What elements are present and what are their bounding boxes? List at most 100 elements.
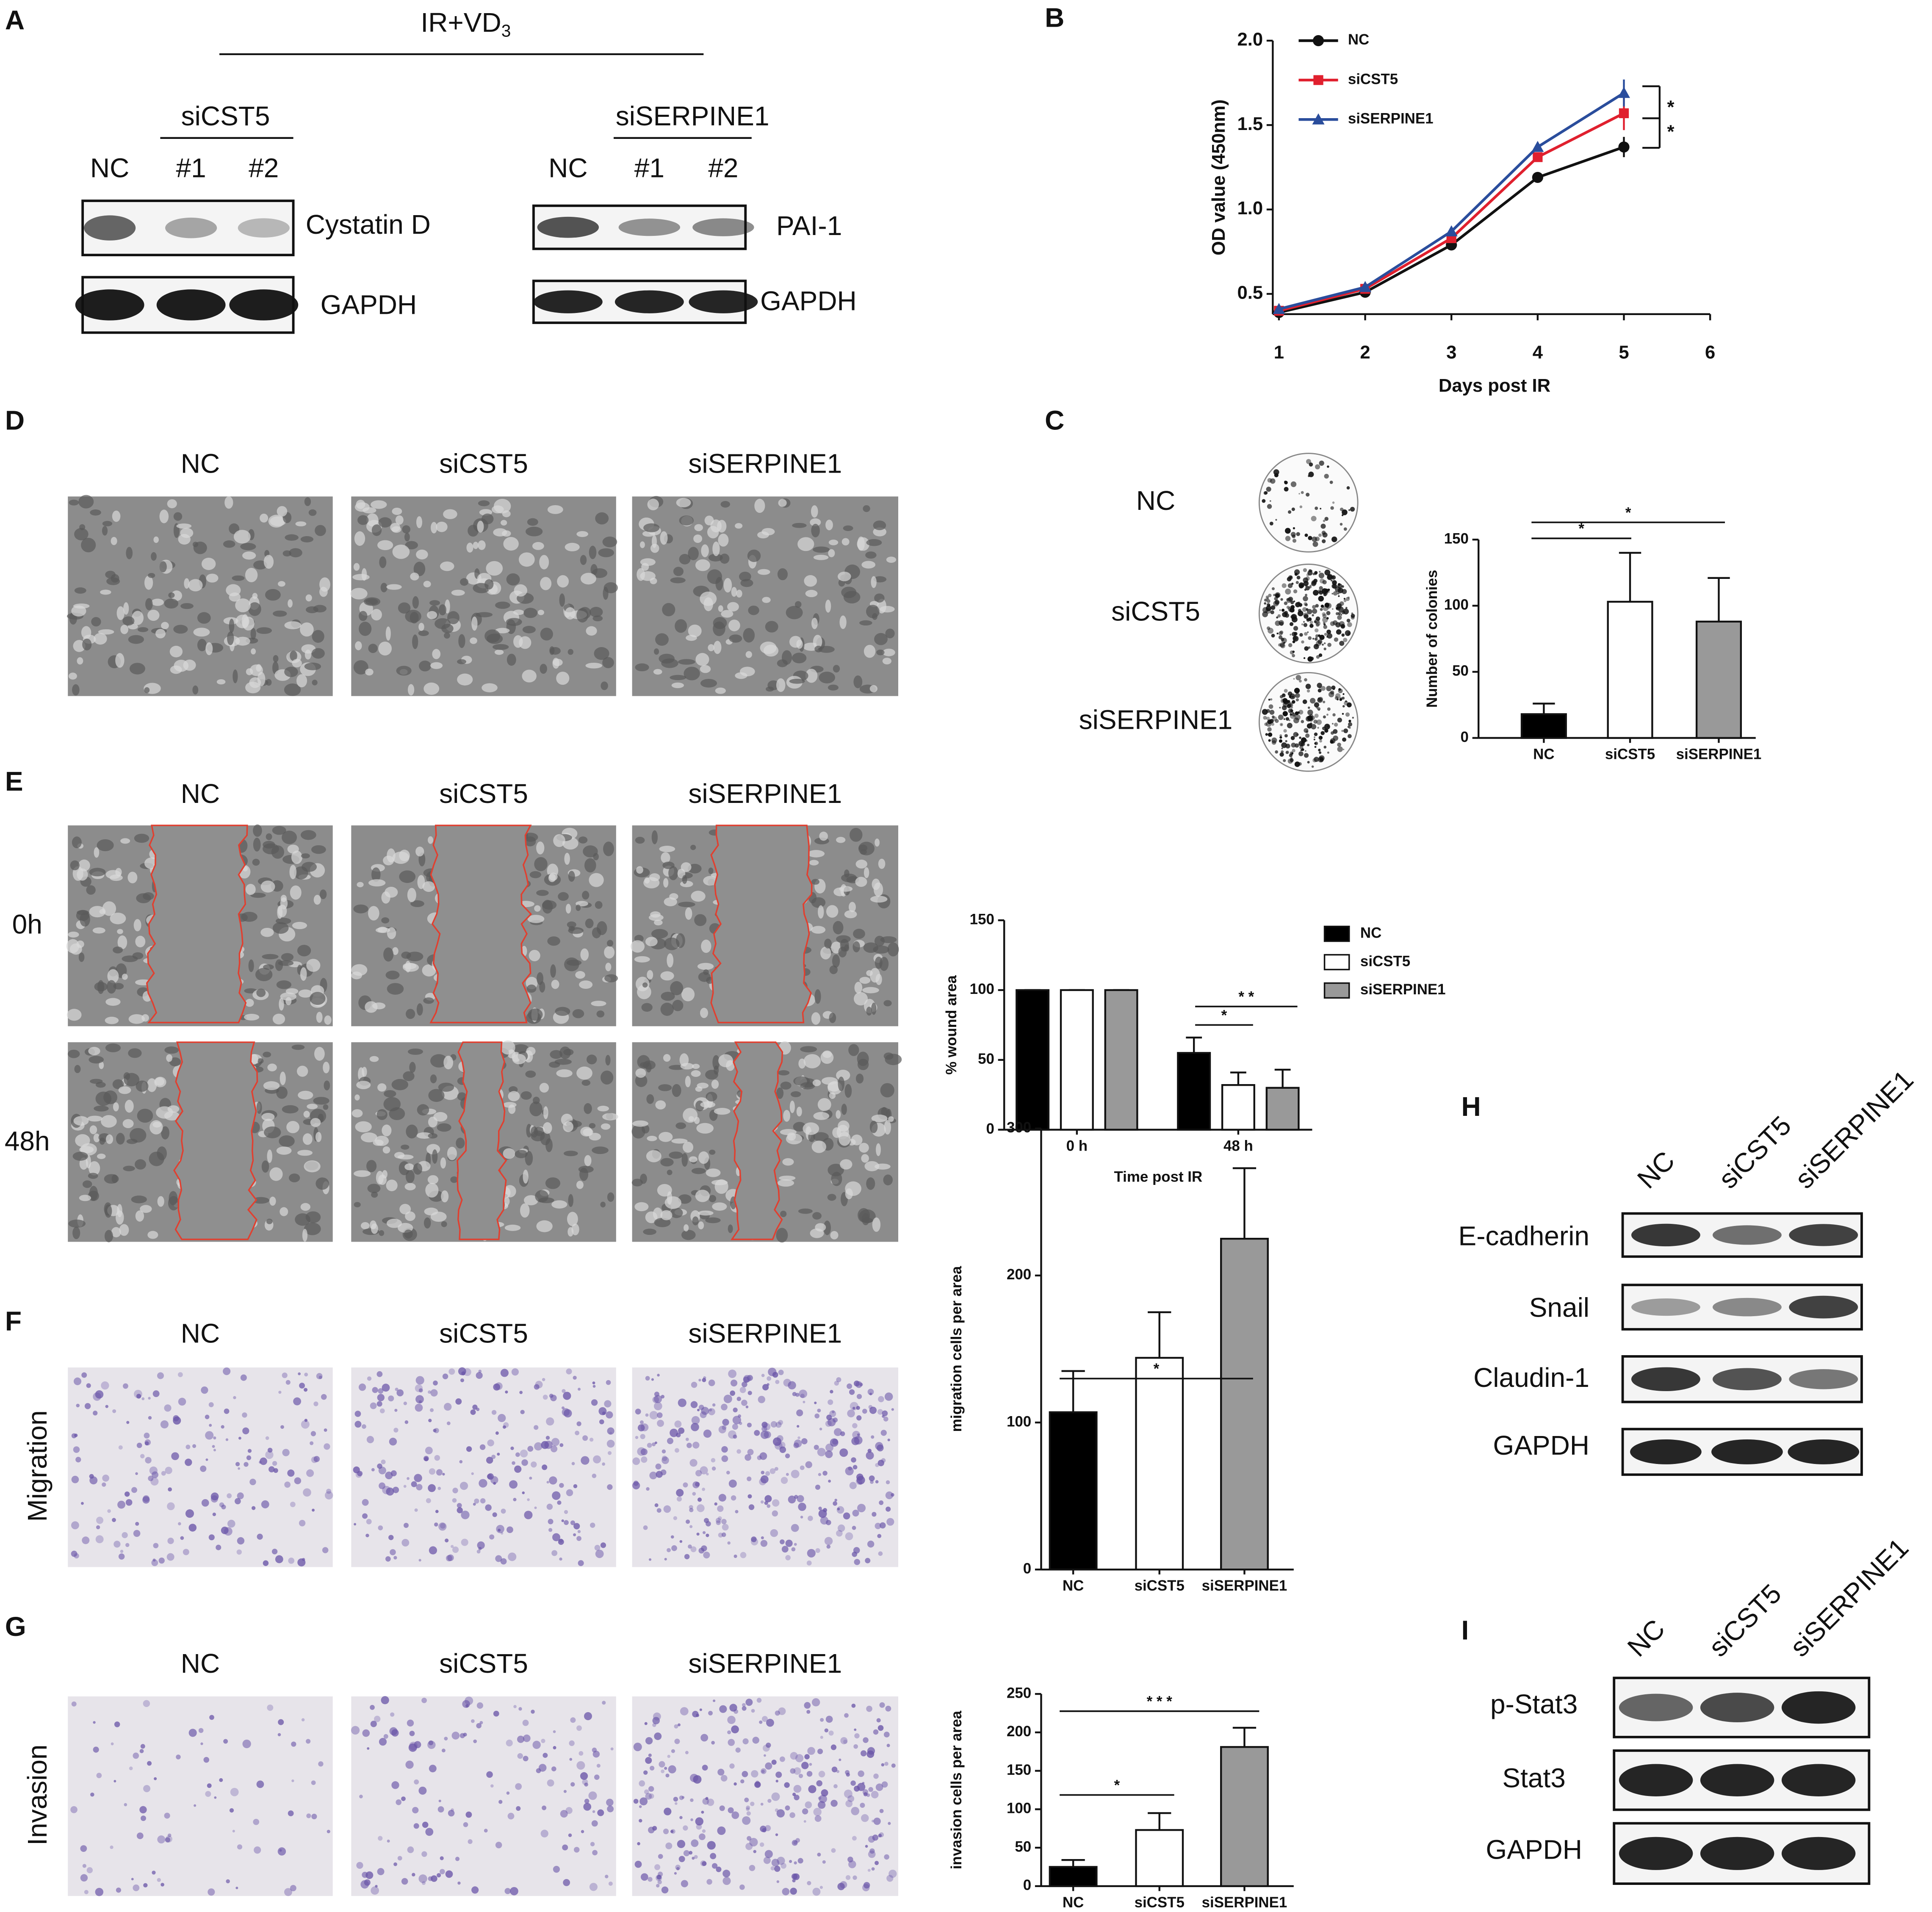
legend-swatch: [1323, 982, 1350, 999]
stained-cell: [794, 1794, 800, 1801]
cell: [800, 1046, 817, 1053]
cell: [273, 610, 287, 617]
cell: [116, 606, 125, 620]
cell: [74, 587, 86, 594]
stained-cell: [788, 1495, 796, 1504]
cell: [389, 1107, 405, 1121]
stained-cell: [355, 1471, 362, 1478]
stained-cell: [891, 1763, 896, 1768]
stained-cell: [362, 1513, 368, 1519]
cell: [380, 583, 388, 592]
colony: [1340, 614, 1342, 616]
cell: [503, 1148, 515, 1159]
stained-cell: [866, 1793, 870, 1797]
stained-cell: [717, 1516, 722, 1521]
colony: [1324, 588, 1329, 593]
cell: [855, 859, 867, 869]
stained-cell: [850, 1402, 858, 1411]
cell: [714, 1065, 719, 1075]
stained-cell: [261, 1500, 269, 1508]
stained-cell: [93, 1746, 99, 1753]
stained-cell: [699, 1405, 704, 1410]
colony: [1323, 715, 1326, 719]
stained-cell: [151, 1559, 158, 1566]
colony: [1318, 689, 1322, 693]
marker: [1617, 87, 1630, 98]
blot-band: [1712, 1368, 1782, 1391]
cell: [584, 1103, 592, 1114]
stained-cell: [809, 1763, 812, 1766]
stained-cell: [205, 1791, 211, 1797]
cell: [229, 523, 240, 534]
colony: [1313, 644, 1319, 650]
cell: [861, 561, 876, 569]
stained-cell: [362, 1424, 366, 1429]
stained-cell: [886, 1480, 890, 1485]
stained-cell: [372, 1387, 378, 1393]
stained-cell: [839, 1448, 848, 1457]
cell: [529, 1101, 543, 1116]
cell: [265, 589, 281, 601]
cell: [840, 1159, 853, 1170]
cell: [266, 679, 272, 686]
colony: [1318, 697, 1320, 699]
cell: [227, 631, 234, 645]
stained-cell: [673, 1796, 678, 1802]
colony: [1320, 731, 1325, 735]
colony: [1269, 719, 1274, 724]
stained-cell: [569, 1740, 575, 1746]
cell: [310, 992, 326, 1005]
stained-cell: [588, 1791, 597, 1800]
cell: [878, 858, 886, 869]
colony: [1285, 536, 1291, 541]
stained-cell: [460, 1378, 464, 1382]
stained-cell: [805, 1801, 812, 1809]
stained-cell: [288, 1558, 295, 1564]
stained-cell: [689, 1508, 694, 1512]
cell: [714, 1179, 728, 1194]
cell: [870, 968, 880, 983]
stained-cell: [414, 1741, 421, 1749]
cell: [128, 1048, 142, 1058]
cell: [276, 1086, 288, 1099]
cell: [111, 537, 117, 545]
stained-cell: [610, 1747, 614, 1751]
stained-cell: [125, 1491, 130, 1497]
stained-cell: [671, 1545, 677, 1551]
cell: [241, 614, 249, 628]
cell: [568, 1194, 573, 1207]
stained-cell: [803, 1400, 805, 1403]
colony: [1337, 592, 1340, 595]
stained-cell: [606, 1799, 614, 1807]
stained-cell: [761, 1374, 765, 1377]
stained-cell: [742, 1771, 748, 1777]
stained-cell: [242, 1427, 249, 1434]
stained-cell: [383, 1734, 388, 1739]
cell: [169, 1191, 178, 1206]
cell: [425, 1183, 439, 1198]
blot-band: [1711, 1439, 1783, 1464]
cell: [797, 537, 814, 551]
cell: [533, 1096, 540, 1104]
stained-cell: [761, 1768, 767, 1774]
cell: [504, 1224, 521, 1231]
stained-cell: [387, 1839, 390, 1843]
stained-cell: [825, 1716, 833, 1723]
stained-cell: [71, 1701, 77, 1707]
stained-cell: [433, 1428, 437, 1433]
colony: [1292, 539, 1297, 543]
cell: [534, 905, 541, 912]
cell: [635, 977, 650, 991]
stained-cell: [759, 1842, 764, 1847]
cell: [151, 598, 164, 606]
cell: [494, 649, 504, 655]
colony: [1267, 626, 1270, 630]
colony: [1314, 746, 1317, 748]
colony: [1269, 500, 1271, 502]
cell: [862, 987, 879, 993]
lane-label: #2: [249, 152, 279, 183]
cell: [781, 650, 792, 665]
stained-cell: [774, 1467, 778, 1471]
colony: [1304, 632, 1308, 636]
treatment-label: IR+VD3: [421, 7, 511, 40]
